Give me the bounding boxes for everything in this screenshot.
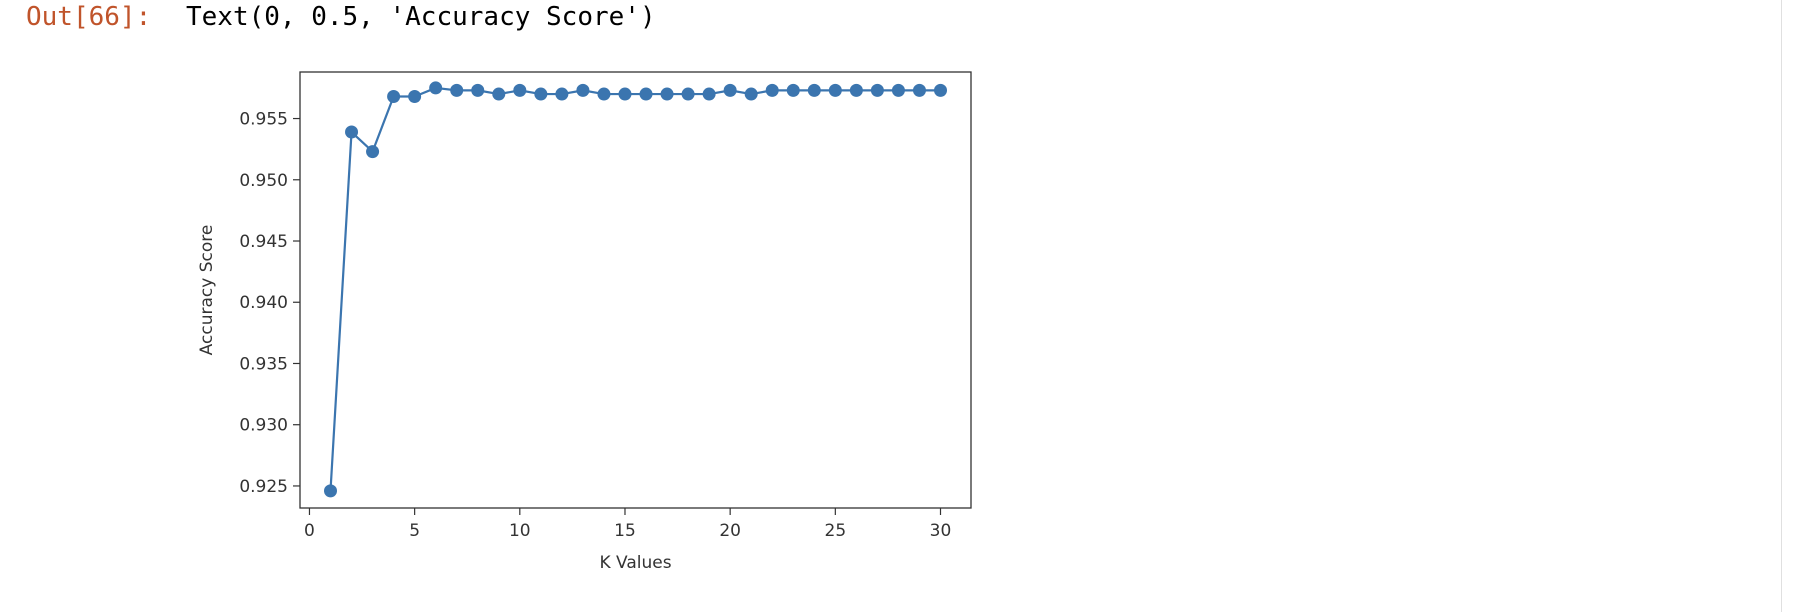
data-point xyxy=(387,89,401,103)
data-point xyxy=(492,87,506,101)
y-axis: 0.925 0.930 0.935 0.940 0.945 0.950 0.955 xyxy=(239,110,300,497)
axes-frame xyxy=(299,71,972,509)
data-point xyxy=(702,87,716,101)
data-point xyxy=(618,87,632,101)
data-point xyxy=(828,83,842,97)
data-point xyxy=(555,87,569,101)
x-tick-label: 10 xyxy=(509,521,531,541)
x-tick-label: 5 xyxy=(409,521,420,541)
data-point xyxy=(744,87,758,101)
data-point xyxy=(534,87,548,101)
data-point xyxy=(408,89,422,103)
data-point xyxy=(366,145,380,159)
data-point xyxy=(597,87,611,101)
output-prompt: Out[66]: xyxy=(26,2,152,32)
data-point xyxy=(345,125,359,139)
data-point xyxy=(786,83,800,97)
output-text: Text(0, 0.5, 'Accuracy Score') xyxy=(186,2,656,32)
data-point xyxy=(639,87,653,101)
y-tick-label: 0.955 xyxy=(239,110,288,130)
data-point xyxy=(450,83,464,97)
data-point xyxy=(576,83,590,97)
data-point xyxy=(660,87,674,101)
data-point xyxy=(807,83,821,97)
y-tick-label: 0.925 xyxy=(239,477,288,497)
data-point xyxy=(681,87,695,101)
line-chart: 0 5 10 15 20 25 30 0.9250.9300.9350.9400.9450.… xyxy=(197,71,972,573)
series-line xyxy=(329,86,941,491)
x-axis-label: K Values xyxy=(599,553,671,573)
x-axis: 0 5 10 15 20 25 30 xyxy=(304,508,951,541)
data-point xyxy=(513,83,527,97)
data-point xyxy=(429,81,443,95)
chart-marks xyxy=(324,81,947,498)
y-axis-label: Accuracy Score xyxy=(197,225,217,356)
x-tick-label: 15 xyxy=(614,521,636,541)
data-point xyxy=(765,83,779,97)
x-tick-label: 20 xyxy=(719,521,741,541)
y-tick-label: 0.950 xyxy=(239,171,288,191)
data-point xyxy=(723,83,737,97)
y-tick-label: 0.940 xyxy=(239,293,288,313)
y-tick-label: 0.930 xyxy=(239,416,288,436)
data-point xyxy=(891,83,905,97)
data-point xyxy=(870,83,884,97)
x-tick-label: 25 xyxy=(825,521,847,541)
data-point xyxy=(934,83,947,97)
y-tick-label: 0.945 xyxy=(239,232,288,252)
data-point xyxy=(912,83,926,97)
x-tick-label: 30 xyxy=(930,521,952,541)
y-tick-label: 0.935 xyxy=(239,354,288,374)
data-point xyxy=(849,83,863,97)
data-point xyxy=(471,83,485,97)
data-point xyxy=(324,484,337,498)
scroll-edge xyxy=(1781,0,1782,612)
x-tick-label: 0 xyxy=(304,521,315,541)
